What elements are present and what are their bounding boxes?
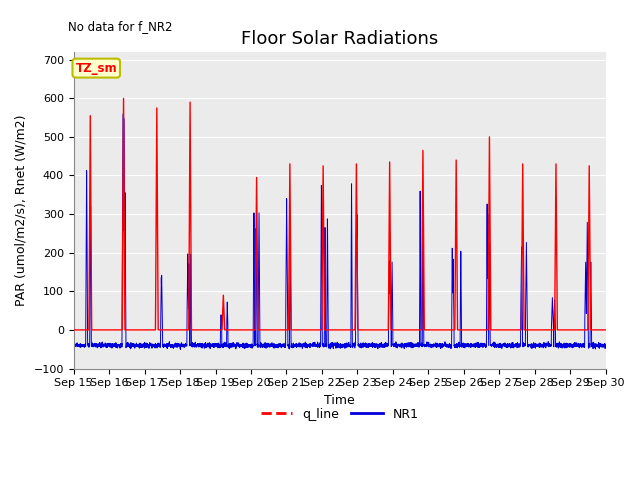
q_line bbox=[512, 327, 520, 333]
NR1 bbox=[486, 271, 493, 277]
q_line bbox=[360, 327, 367, 333]
q_line bbox=[180, 327, 188, 333]
NR1 bbox=[180, 344, 188, 350]
NR1 bbox=[388, 268, 396, 274]
q_line bbox=[70, 327, 77, 333]
NR1 bbox=[70, 342, 77, 348]
Text: No data for f_NR2: No data for f_NR2 bbox=[68, 20, 173, 33]
NR1 bbox=[602, 343, 609, 348]
q_line bbox=[525, 327, 533, 333]
q_line bbox=[120, 96, 127, 101]
q_line bbox=[602, 327, 609, 333]
NR1 bbox=[177, 347, 184, 352]
Y-axis label: PAR (umol/m2/s), Rnet (W/m2): PAR (umol/m2/s), Rnet (W/m2) bbox=[15, 115, 28, 306]
NR1 bbox=[525, 342, 533, 348]
Text: TZ_sm: TZ_sm bbox=[76, 61, 117, 74]
NR1 bbox=[119, 111, 127, 117]
q_line bbox=[486, 151, 493, 156]
Line: q_line: q_line bbox=[74, 98, 605, 330]
NR1 bbox=[512, 341, 520, 347]
X-axis label: Time: Time bbox=[324, 394, 355, 407]
q_line bbox=[388, 327, 396, 333]
Title: Floor Solar Radiations: Floor Solar Radiations bbox=[241, 30, 438, 48]
Legend: q_line, NR1: q_line, NR1 bbox=[256, 403, 424, 426]
NR1 bbox=[360, 341, 367, 347]
Line: NR1: NR1 bbox=[74, 114, 605, 349]
